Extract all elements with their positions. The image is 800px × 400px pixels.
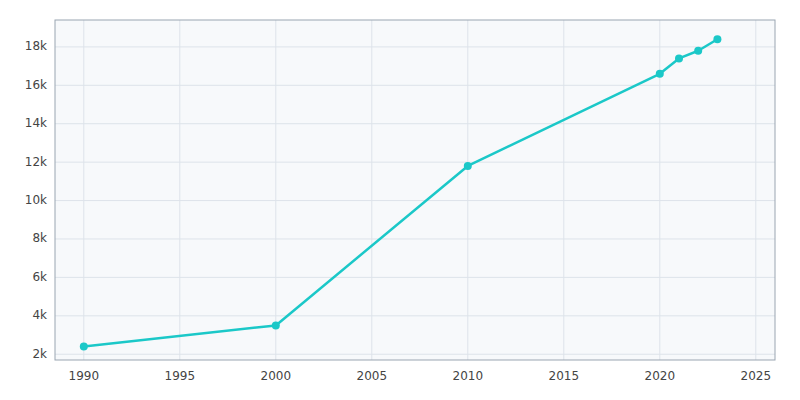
x-grid-line — [371, 20, 372, 360]
x-tick-label: 1990 — [69, 369, 100, 383]
tick-labels: 1990 1995 2000 2005 2010 2015 2020 2025 2k 4k 6k 8k… — [25, 39, 771, 383]
x-grid-line — [563, 20, 564, 360]
y-tick-label: 2k — [32, 347, 47, 361]
point — [80, 343, 88, 351]
x-tick-label: 2025 — [741, 369, 772, 383]
chart-svg: 1990 1995 2000 2005 2010 2015 2020 2025 2k 4k 6k 8k… — [0, 0, 800, 400]
x-tick-label: 2005 — [357, 369, 388, 383]
point — [272, 321, 280, 329]
y-tick-label: 6k — [32, 270, 47, 284]
x-grid-line — [467, 20, 468, 360]
y-tick-label: 14k — [25, 116, 47, 130]
y-grid-line — [55, 354, 775, 355]
x-tick-label: 2020 — [645, 369, 676, 383]
y-grid-line — [55, 315, 775, 316]
y-tick-label: 10k — [25, 193, 47, 207]
x-grid-line — [83, 20, 84, 360]
x-grid-line — [179, 20, 180, 360]
data-group — [80, 35, 722, 350]
y-tick-label: 18k — [25, 39, 47, 53]
y-grid-line — [55, 200, 775, 201]
y-grid-line — [55, 85, 775, 86]
y-tick-label: 12k — [25, 155, 47, 169]
x-tick-label: 2010 — [453, 369, 484, 383]
x-grid-line — [275, 20, 276, 360]
point — [713, 35, 721, 43]
y-grid-line — [55, 277, 775, 278]
y-grid-line — [55, 123, 775, 124]
point — [656, 70, 664, 78]
y-grid-line — [55, 46, 775, 47]
point — [675, 54, 683, 62]
plot-background — [55, 20, 775, 360]
y-tick-label: 16k — [25, 78, 47, 92]
plot-frame — [55, 20, 775, 360]
y-grid-line — [55, 238, 775, 239]
y-tick-label: 8k — [32, 231, 47, 245]
chart-container: 1990 1995 2000 2005 2010 2015 2020 2025 2k 4k 6k 8k… — [0, 0, 800, 400]
x-grid-line — [755, 20, 756, 360]
y-tick-label: 4k — [32, 308, 47, 322]
x-tick-label: 2000 — [261, 369, 292, 383]
grid — [55, 20, 775, 360]
line — [84, 39, 718, 346]
point — [694, 47, 702, 55]
x-tick-label: 2015 — [549, 369, 580, 383]
x-tick-label: 1995 — [165, 369, 196, 383]
y-grid-line — [55, 162, 775, 163]
point — [464, 162, 472, 170]
